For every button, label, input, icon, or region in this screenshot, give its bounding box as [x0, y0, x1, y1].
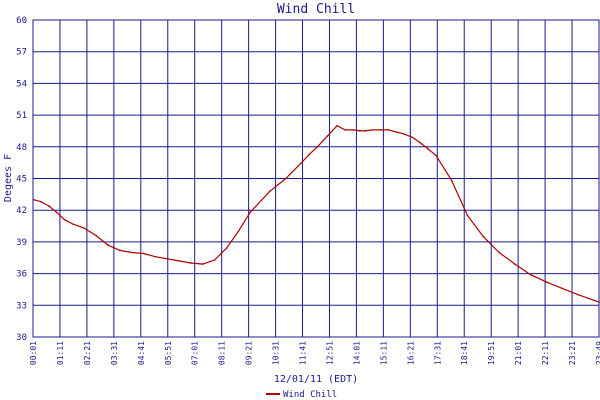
- data-point: [166, 258, 169, 260]
- data-point: [130, 251, 133, 254]
- grid: [32, 19, 600, 338]
- x-tick-label: 19:51: [487, 341, 496, 365]
- x-axis-label: 12/01/11 (EDT): [274, 374, 358, 385]
- data-point: [249, 211, 252, 214]
- data-point: [352, 129, 354, 131]
- y-tick-label: 42: [16, 206, 27, 216]
- data-point: [359, 130, 361, 132]
- legend: Wind Chill: [266, 390, 337, 400]
- x-tick-labels: 00:01 01:11 02:21 03:31 04:41 05:51 07:01 08:11…: [29, 341, 600, 365]
- data-point: [545, 281, 548, 283]
- x-tick-label: 01:11: [56, 341, 65, 365]
- data-point: [419, 141, 421, 144]
- data-point: [213, 259, 216, 261]
- data-point: [482, 235, 485, 238]
- x-tick-label: 07:01: [191, 341, 200, 365]
- y-tick-label: 30: [16, 333, 27, 343]
- data-point: [403, 133, 406, 135]
- data-point: [95, 234, 97, 237]
- data-point: [344, 129, 346, 131]
- data-point: [178, 260, 180, 262]
- y-tick-label: 36: [16, 270, 27, 280]
- data-point: [107, 244, 109, 246]
- data-point: [63, 218, 66, 221]
- data-point: [202, 263, 204, 265]
- data-point: [411, 136, 413, 139]
- x-tick-label: 11:41: [299, 341, 308, 365]
- data-point: [225, 247, 228, 250]
- data-point: [55, 211, 58, 214]
- y-tick-label: 48: [16, 143, 27, 153]
- data-point: [300, 161, 303, 164]
- x-tick-label: 10:31: [272, 341, 281, 365]
- data-point: [379, 129, 382, 131]
- x-tick-label: 03:31: [110, 341, 119, 365]
- x-tick-label: 16:21: [406, 341, 415, 365]
- data-point: [284, 177, 287, 180]
- data-point: [71, 223, 74, 225]
- data-point: [577, 293, 579, 296]
- data-point: [561, 287, 564, 290]
- y-tick-label: 39: [16, 238, 27, 248]
- data-point: [336, 124, 338, 127]
- data-point: [435, 154, 437, 157]
- y-tick-label: 51: [16, 111, 27, 121]
- y-tick-labels: 30 33 36 39 42 45 48 51 54 57 60: [16, 16, 27, 343]
- y-tick-label: 45: [16, 175, 27, 185]
- data-point: [326, 135, 329, 138]
- y-tick-label: 60: [16, 16, 27, 26]
- data-point: [40, 200, 42, 203]
- y-tick-label: 57: [16, 48, 27, 58]
- x-tick-label: 14:01: [352, 341, 361, 365]
- y-tick-label: 33: [16, 301, 27, 311]
- x-tick-label: 09:21: [245, 341, 254, 365]
- x-tick-label: 15:11: [379, 341, 388, 365]
- data-point: [514, 263, 516, 265]
- data-point: [316, 146, 319, 148]
- data-point: [427, 148, 429, 150]
- data-point: [371, 129, 374, 131]
- data-point: [119, 249, 121, 252]
- x-tick-label: 23:21: [568, 341, 577, 365]
- x-tick-label: 22:11: [541, 341, 550, 365]
- series-line-wind-chill: [33, 125, 600, 303]
- data-point: [529, 273, 532, 276]
- data-point: [237, 230, 240, 233]
- x-tick-label: 02:21: [83, 341, 92, 365]
- series-layer: [32, 124, 600, 303]
- data-point: [142, 252, 145, 255]
- y-axis-label: Degees F: [3, 154, 14, 202]
- data-point: [308, 153, 311, 155]
- y-tick-label: 54: [16, 79, 27, 89]
- x-tick-label: 23:49: [595, 341, 600, 365]
- x-tick-label: 12:51: [325, 341, 334, 365]
- data-point: [154, 255, 157, 258]
- data-point: [395, 131, 398, 133]
- x-tick-label: 08:11: [218, 341, 227, 365]
- x-tick-label: 00:01: [29, 341, 38, 365]
- x-tick-label: 04:41: [137, 341, 146, 365]
- data-point: [466, 214, 469, 217]
- x-tick-label: 05:51: [164, 341, 173, 365]
- data-point: [47, 205, 50, 207]
- data-point: [498, 251, 500, 254]
- data-point: [83, 227, 86, 229]
- data-point: [387, 129, 390, 131]
- chart-title: Wind Chill: [277, 2, 355, 17]
- data-point: [269, 190, 271, 192]
- x-tick-label: 18:41: [460, 341, 469, 365]
- legend-label: Wind Chill: [283, 390, 337, 400]
- data-point: [450, 179, 453, 182]
- data-point: [190, 262, 192, 264]
- x-tick-label: 17:31: [433, 341, 442, 365]
- plot-frame: [32, 19, 600, 338]
- data-point: [363, 130, 366, 132]
- x-tick-label: 21:01: [514, 341, 523, 365]
